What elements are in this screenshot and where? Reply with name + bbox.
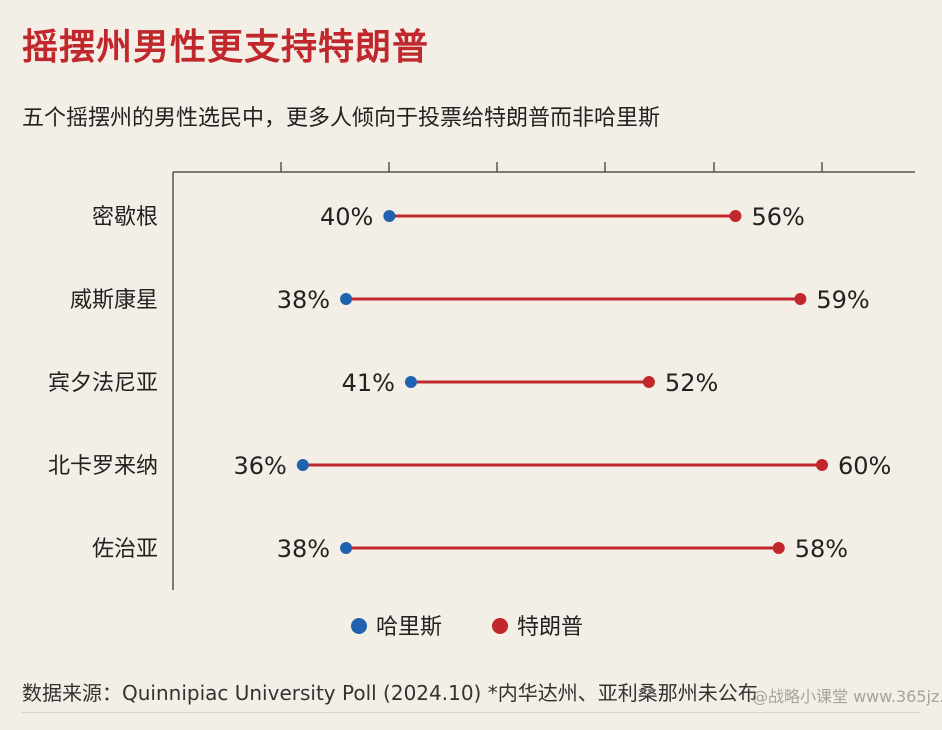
trump-value-label: 58% <box>795 535 848 563</box>
trump-point <box>816 459 828 471</box>
trump-value-label: 59% <box>816 286 869 314</box>
trump-point <box>729 210 742 222</box>
footer-divider <box>22 712 920 713</box>
trump-point <box>642 376 655 388</box>
trump-value-label: 60% <box>838 452 891 480</box>
category-label: 威斯康星 <box>70 288 158 313</box>
harris-point <box>296 459 309 471</box>
legend-harris-label: 哈里斯 <box>376 615 442 640</box>
harris-value-label: 36% <box>233 452 286 480</box>
trump-value-label: 52% <box>665 369 718 397</box>
harris-value-label: 41% <box>342 369 395 397</box>
legend-harris-marker <box>351 618 367 634</box>
category-label: 北卡罗来纳 <box>48 454 158 479</box>
legend-trump-marker <box>492 618 508 634</box>
harris-value-label: 38% <box>277 535 330 563</box>
source-note: 数据来源：Quinnipiac University Poll (2024.10… <box>22 681 758 705</box>
harris-point <box>340 293 353 305</box>
trump-point <box>772 542 785 554</box>
harris-point <box>340 542 353 554</box>
harris-value-label: 38% <box>277 286 330 314</box>
trump-value-label: 56% <box>751 203 804 231</box>
chart-title: 摇摆州男性更支持特朗普 <box>22 27 430 68</box>
legend-trump-label: 特朗普 <box>517 615 583 640</box>
category-label: 密歇根 <box>92 205 158 230</box>
harris-point <box>404 376 417 388</box>
category-label: 宾夕法尼亚 <box>48 371 158 396</box>
harris-value-label: 40% <box>320 203 373 231</box>
watermark: @战略小课堂 www.365jz.com <box>752 687 942 706</box>
harris-point <box>383 210 396 222</box>
category-label: 佐治亚 <box>92 537 158 562</box>
chart-subtitle: 五个摇摆州的男性选民中，更多人倾向于投票给特朗普而非哈里斯 <box>22 106 661 131</box>
trump-point <box>794 293 807 305</box>
